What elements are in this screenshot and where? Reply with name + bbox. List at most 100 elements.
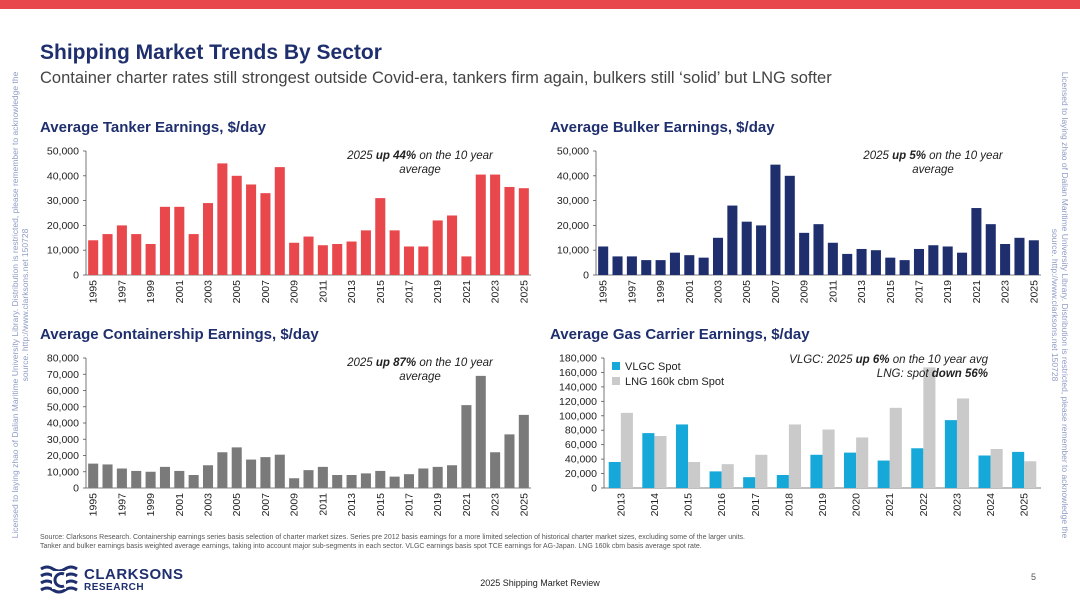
bar-2007 [260, 457, 271, 488]
bar-2000 [669, 252, 680, 275]
bulker-earnings-chart: 0 10,000 20,000 30,000 40,000 50,000 1995 1997 1… [557, 146, 1041, 304]
page-number: 5 [1030, 572, 1036, 582]
y-tick-label: 20,000 [47, 450, 79, 462]
bar-2004 [217, 452, 228, 488]
footer-publication: 2025 Shipping Market Review [480, 578, 600, 588]
license-watermark-right: Licensed to laying zhao of Dalian Mariti… [1050, 71, 1070, 539]
bar-2012 [332, 244, 343, 275]
x-tick-label: 2021 [971, 280, 983, 304]
bulker-note-suffix: on the 10 year average [912, 150, 1003, 176]
bar-2017 [403, 474, 415, 488]
x-tick-label: 1997 [116, 493, 128, 517]
bar-2012 [332, 475, 343, 488]
x-tick-label: 2021 [884, 493, 896, 517]
bar-2004 [727, 205, 738, 275]
bar-1997 [116, 225, 127, 275]
bar-2010 [303, 470, 314, 488]
x-tick-label: 2023 [490, 493, 502, 517]
bar-2020 [447, 465, 458, 488]
y-tick-label: 0 [73, 483, 79, 495]
bar-1995 [88, 240, 99, 275]
bar-lng-2013 [620, 412, 633, 488]
gas-note-line-lng: LNG: spot down 56% [728, 367, 988, 381]
bar-1999 [145, 471, 156, 488]
x-tick-label: 1995 [88, 280, 100, 304]
bar-2001 [174, 470, 185, 488]
bar-2013 [346, 241, 357, 275]
y-tick-label: 140,000 [559, 381, 597, 393]
bar-2023 [490, 452, 501, 488]
y-tick-label: 100,000 [559, 410, 597, 422]
bar-vlgc-2017 [743, 477, 756, 488]
y-tick-label: 80,000 [565, 425, 597, 437]
bulker-chart-title: Average Bulker Earnings, $/day [550, 119, 775, 136]
bar-lng-2018 [788, 424, 801, 488]
bar-lng-2019 [822, 429, 835, 488]
bar-1997 [626, 256, 637, 275]
bar-lng-2023 [956, 398, 970, 488]
bar-2013 [856, 248, 867, 275]
x-tick-label: 2021 [461, 493, 473, 517]
source-line-1: Source: Clarksons Research. Containershi… [40, 534, 745, 541]
bar-vlgc-2022 [911, 448, 924, 488]
bar-lng-2024 [990, 449, 1003, 488]
x-tick-label: 2005 [231, 493, 243, 517]
gas-annotation: VLGC: 2025 up 6% on the 10 year avg LNG:… [728, 353, 988, 381]
legend-label-lng: LNG 160k cbm Spot [625, 376, 724, 388]
bar-2015 [375, 198, 386, 275]
x-tick-label: 2011 [317, 280, 329, 303]
bar-2010 [303, 236, 314, 275]
bar-2002 [188, 234, 199, 275]
x-tick-label: 2009 [289, 493, 301, 517]
x-tick-label: 2011 [827, 280, 839, 303]
bar-vlgc-2016 [709, 471, 722, 488]
y-tick-label: 20,000 [565, 468, 597, 480]
x-tick-label: 2005 [741, 280, 753, 304]
gas-note-vlgc-highlight: up 6% [855, 354, 890, 366]
bar-2018 [928, 245, 939, 275]
bar-2018 [418, 468, 429, 488]
x-tick-label: 2023 [951, 493, 963, 517]
bar-2021 [971, 208, 982, 275]
container-annotation: 2025 up 87% on the 10 year average [340, 356, 500, 384]
bar-1998 [131, 470, 142, 488]
y-tick-label: 70,000 [47, 369, 79, 381]
bar-lng-2017 [755, 454, 768, 488]
bar-2008 [274, 454, 285, 488]
tanker-note-prefix: 2025 [347, 150, 376, 162]
bar-2019 [432, 220, 443, 275]
source-footnote: Source: Clarksons Research. Containershi… [40, 533, 1040, 551]
bar-2023 [1000, 244, 1011, 275]
container-chart-title: Average Containership Earnings, $/day [40, 326, 319, 343]
y-tick-label: 60,000 [565, 439, 597, 451]
source-line-2: Tanker and bulker earnings basis weighte… [40, 543, 702, 550]
legend-label-vlgc: VLGC Spot [625, 361, 681, 373]
bar-vlgc-2014 [642, 433, 655, 488]
bar-2025 [1028, 240, 1039, 275]
gas-note-lng-highlight: down 56% [931, 368, 988, 380]
bar-2011 [317, 245, 328, 275]
x-tick-label: 2019 [432, 280, 444, 304]
legend-swatch-lng [612, 377, 620, 385]
bar-2011 [827, 242, 838, 275]
bar-2014 [870, 250, 881, 275]
bar-lng-2016 [721, 464, 734, 488]
bar-2006 [246, 184, 257, 275]
bar-2000 [159, 206, 170, 275]
bar-2025 [518, 188, 529, 275]
y-tick-label: 40,000 [47, 170, 79, 182]
y-tick-label: 30,000 [557, 195, 589, 207]
bulker-note-highlight: up 5% [892, 150, 926, 162]
license-watermark-left: Licensed to laying zhao of Dalian Mariti… [10, 71, 30, 539]
x-tick-label: 2019 [817, 493, 829, 517]
bar-2009 [289, 242, 300, 275]
x-tick-label: 2007 [260, 493, 272, 517]
bar-2024 [1014, 237, 1025, 275]
container-note-prefix: 2025 [347, 357, 376, 369]
y-tick-label: 120,000 [559, 396, 597, 408]
x-tick-label: 2015 [683, 493, 695, 517]
bar-vlgc-2023 [944, 420, 957, 488]
container-note-highlight: up 87% [375, 357, 417, 369]
bar-lng-2022 [923, 367, 936, 488]
bar-2003 [712, 237, 724, 275]
